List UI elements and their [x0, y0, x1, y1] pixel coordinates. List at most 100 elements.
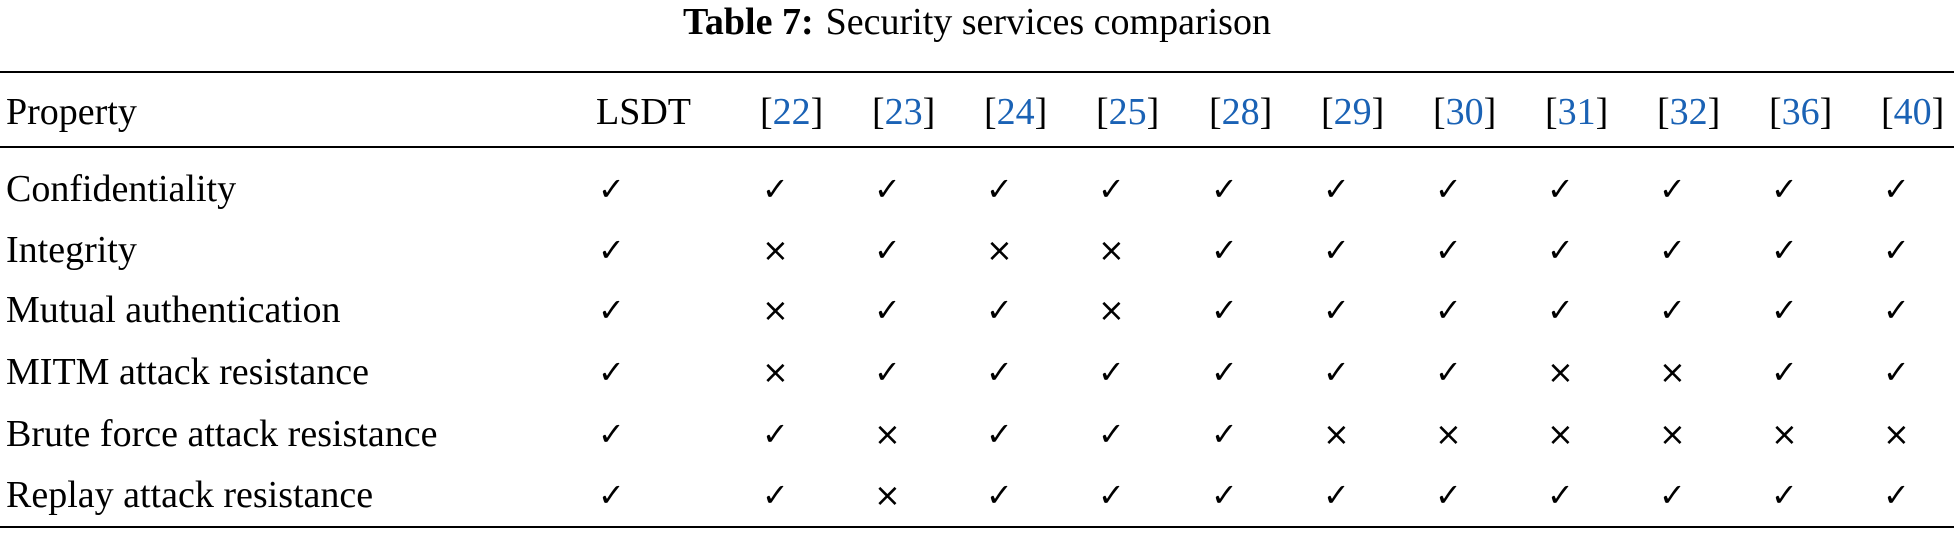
- header-text: ]: [922, 91, 936, 133]
- reference: 22: [772, 91, 811, 133]
- status: ×: [1771, 415, 1798, 453]
- status: ✓: [762, 415, 789, 453]
- header-cell: [28]: [1209, 90, 1272, 134]
- status: ×: [874, 476, 901, 514]
- header-text: ]: [810, 91, 824, 133]
- status: ✓: [874, 291, 901, 329]
- status: ✓: [986, 415, 1013, 453]
- reference: 31: [1557, 91, 1596, 133]
- status: ✓: [1771, 231, 1798, 269]
- caption-text: Security services comparison: [825, 1, 1271, 43]
- header-cell: LSDT: [596, 90, 691, 134]
- status: ×: [986, 231, 1013, 269]
- status: ✓: [1211, 291, 1238, 329]
- status: ✓: [1211, 231, 1238, 269]
- reference: 24: [996, 91, 1035, 133]
- header-text: ]: [1595, 91, 1609, 133]
- header-cell: [29]: [1321, 90, 1384, 134]
- status: ✓: [1098, 476, 1125, 514]
- reference: 32: [1669, 91, 1708, 133]
- header-text: ]: [1819, 91, 1833, 133]
- status: ✓: [1211, 476, 1238, 514]
- row-label: Brute force attack resistance: [6, 413, 438, 455]
- status: ✓: [598, 170, 625, 208]
- status: ✓: [1435, 170, 1462, 208]
- status: ✓: [1547, 231, 1574, 269]
- header-cell: Property: [6, 90, 137, 134]
- header-text: LSDT: [596, 91, 691, 133]
- reference: 25: [1108, 91, 1147, 133]
- header-text: ]: [1034, 91, 1048, 133]
- status: ✓: [1323, 231, 1350, 269]
- reference: 30: [1445, 91, 1484, 133]
- reference: 28: [1221, 91, 1260, 133]
- status: ✓: [1771, 476, 1798, 514]
- header-cell: [40]: [1881, 90, 1944, 134]
- header-cell: [22]: [760, 90, 823, 134]
- header-text: Property: [6, 91, 137, 133]
- status: ✓: [1211, 353, 1238, 391]
- status: ✓: [1323, 353, 1350, 391]
- status: ✓: [1098, 170, 1125, 208]
- header-text: [: [872, 91, 885, 133]
- status: ✓: [1659, 231, 1686, 269]
- status: ×: [874, 415, 901, 453]
- status: ×: [762, 231, 789, 269]
- status: ✓: [1435, 476, 1462, 514]
- header-text: ]: [1483, 91, 1497, 133]
- reference: 23: [884, 91, 923, 133]
- status: ✓: [1211, 415, 1238, 453]
- status: ✓: [1883, 476, 1910, 514]
- header-text: [: [1096, 91, 1109, 133]
- status: ✓: [1547, 476, 1574, 514]
- status: ×: [1659, 353, 1686, 391]
- status: ×: [1547, 353, 1574, 391]
- header-cell: [32]: [1657, 90, 1720, 134]
- status: ✓: [1435, 291, 1462, 329]
- row-label: MITM attack resistance: [6, 351, 369, 393]
- header-text: ]: [1707, 91, 1721, 133]
- header-text: [: [1657, 91, 1670, 133]
- status: ×: [1547, 415, 1574, 453]
- status: ✓: [1323, 291, 1350, 329]
- status: ✓: [1883, 170, 1910, 208]
- status: ✓: [1883, 231, 1910, 269]
- header-text: [: [760, 91, 773, 133]
- status: ✓: [598, 353, 625, 391]
- row-label: Confidentiality: [6, 168, 237, 210]
- header-text: ]: [1931, 91, 1945, 133]
- status: ×: [1435, 415, 1462, 453]
- status: ✓: [1211, 170, 1238, 208]
- status: ✓: [1771, 170, 1798, 208]
- status: ✓: [1771, 353, 1798, 391]
- header-cell: [23]: [872, 90, 935, 134]
- status: ✓: [1435, 353, 1462, 391]
- status: ✓: [874, 353, 901, 391]
- caption: Table 7: Security services comparison: [0, 0, 1954, 44]
- status: ×: [1098, 231, 1125, 269]
- status: ×: [762, 353, 789, 391]
- header-text: [: [984, 91, 997, 133]
- status: ✓: [1547, 291, 1574, 329]
- status: ×: [1323, 415, 1350, 453]
- status: ✓: [874, 231, 901, 269]
- top-rule: [0, 71, 1954, 73]
- header-text: [: [1433, 91, 1446, 133]
- header-text: ]: [1259, 91, 1273, 133]
- status: ✓: [1435, 231, 1462, 269]
- status: ✓: [762, 170, 789, 208]
- header-text: [: [1321, 91, 1334, 133]
- status: ✓: [1883, 291, 1910, 329]
- status: ✓: [1547, 170, 1574, 208]
- header-text: ]: [1371, 91, 1385, 133]
- header-cell: [36]: [1769, 90, 1832, 134]
- status: ✓: [598, 415, 625, 453]
- header-text: [: [1209, 91, 1222, 133]
- status: ×: [762, 291, 789, 329]
- status: ✓: [986, 476, 1013, 514]
- status: ✓: [598, 291, 625, 329]
- status: ✓: [598, 231, 625, 269]
- reference: 40: [1893, 91, 1932, 133]
- status: ✓: [598, 476, 625, 514]
